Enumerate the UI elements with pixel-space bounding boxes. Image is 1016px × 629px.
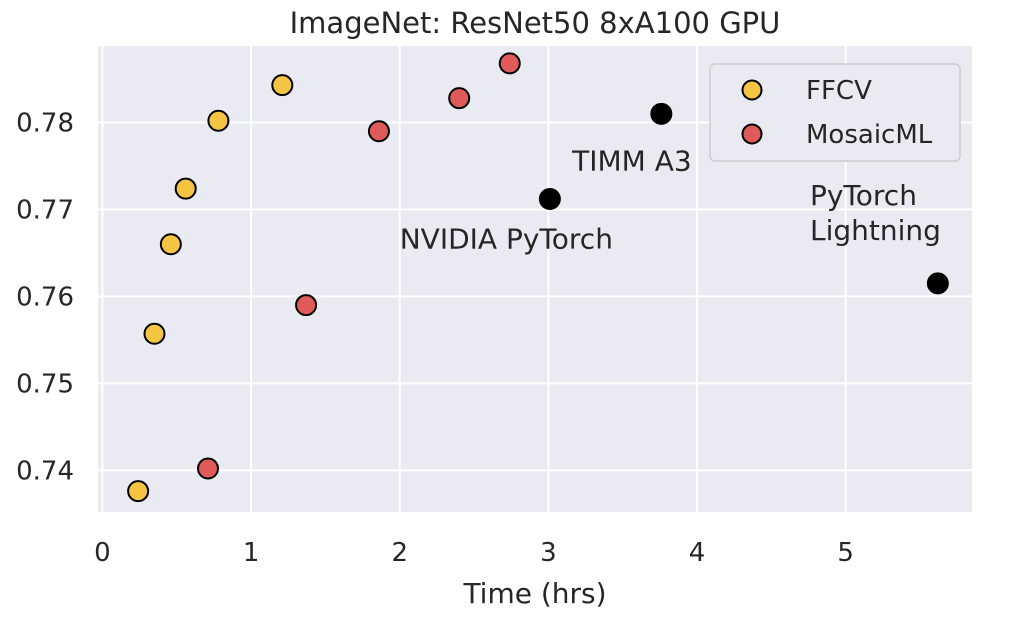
y-tick-label: 0.75 [16, 369, 74, 399]
legend-label-mosaicml: MosaicML [806, 120, 933, 150]
legend: FFCV MosaicML [709, 63, 961, 162]
y-tick-labels: 0.74 0.75 0.76 0.77 0.78 [16, 109, 74, 487]
data-point [448, 87, 471, 110]
x-tick-label: 2 [391, 538, 408, 568]
legend-marker-ffcv [741, 79, 763, 101]
data-point [174, 177, 197, 200]
x-axis-title: Time (hrs) [462, 577, 606, 610]
x-tick-labels: 0 1 2 3 4 5 [94, 538, 854, 568]
data-points [127, 52, 949, 503]
data-point [367, 120, 390, 143]
legend-box [709, 63, 961, 162]
data-point [127, 480, 150, 503]
data-point [143, 322, 166, 345]
x-tick-label: 1 [243, 538, 260, 568]
data-point [295, 294, 318, 317]
annotation-label: TIMM A3 [571, 144, 692, 177]
data-point [196, 457, 219, 480]
x-tick-label: 3 [540, 538, 557, 568]
data-point [498, 52, 521, 75]
annotation-label: NVIDIA PyTorch [400, 223, 613, 256]
data-point [538, 188, 561, 211]
data-point [926, 272, 949, 295]
legend-marker-mosaicml [741, 123, 763, 145]
data-point [207, 109, 230, 132]
chart-title: ImageNet: ResNet50 8xA100 GPU [290, 6, 781, 40]
y-tick-label: 0.77 [16, 195, 74, 225]
x-tick-label: 4 [689, 538, 706, 568]
y-tick-label: 0.78 [16, 109, 74, 139]
x-tick-label: 0 [94, 538, 111, 568]
data-point [271, 74, 294, 97]
legend-label-ffcv: FFCV [806, 76, 872, 106]
y-tick-label: 0.76 [16, 282, 74, 312]
y-tick-label: 0.74 [16, 456, 74, 486]
data-point [650, 102, 673, 125]
annotation-label: Lightning [810, 214, 941, 247]
x-tick-label: 5 [837, 538, 854, 568]
annotation-label: PyTorch [810, 179, 917, 212]
data-point [159, 233, 182, 256]
